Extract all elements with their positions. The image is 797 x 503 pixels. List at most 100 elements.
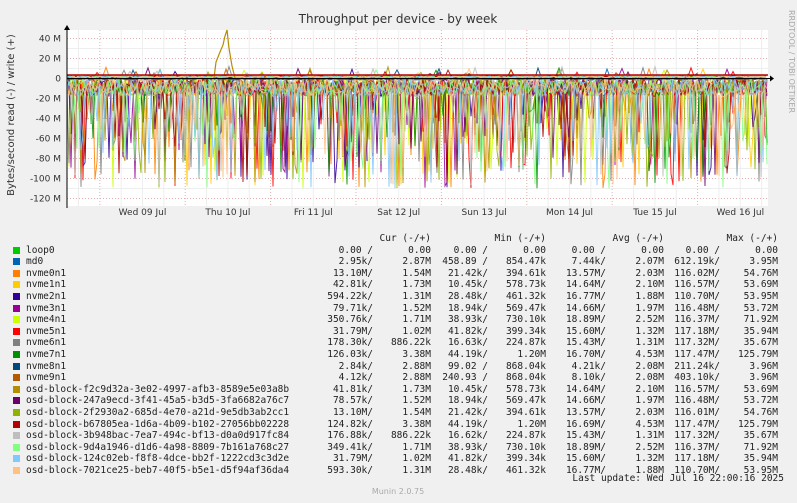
legend-max-write: 53.69M — [743, 383, 778, 395]
legend-avg-read: 8.10k/ — [571, 372, 606, 384]
legend-item: osd-block-7021ce25-beb7-40f5-b5e1-d5f94a… — [12, 465, 784, 477]
legend-min-write: 1.20M — [517, 418, 546, 430]
legend-name: osd-block-f2c9d32a-3e02-4997-afb3-8589e5… — [26, 383, 290, 395]
header-cur: Cur (-/+) — [379, 233, 431, 244]
legend-min-write: 868.04k — [505, 360, 546, 372]
legend-max-write: 53.72M — [743, 302, 778, 314]
legend-max-read: 117.32M/ — [674, 337, 720, 349]
legend-max-read: 116.57M/ — [674, 279, 720, 291]
legend-swatch — [13, 466, 20, 474]
legend-max-write: 0.00 — [755, 244, 778, 256]
header-avg: Avg (-/+) — [612, 233, 664, 244]
legend-item: osd-block-f2c9d32a-3e02-4997-afb3-8589e5… — [12, 384, 784, 396]
x-tick-label: Thu 10 Jul — [204, 208, 250, 218]
legend-name: osd-block-2f2930a2-685d-4e70-a21d-9e5db3… — [26, 406, 290, 418]
legend-name: nvme7n1 — [26, 348, 67, 360]
legend-max-read: 116.01M/ — [674, 406, 720, 418]
legend-avg-write: 4.53M — [635, 418, 664, 430]
legend-avg-write: 2.08M — [635, 372, 664, 384]
legend-avg-read: 16.77M/ — [565, 290, 606, 302]
legend-name: nvme6n1 — [26, 337, 67, 349]
legend-min-write: 461.32k — [505, 464, 546, 476]
legend-min-write: 569.47k — [505, 395, 546, 407]
legend-min-read: 21.42k/ — [447, 406, 488, 418]
legend-max-write: 71.92M — [743, 314, 778, 326]
legend-max-read: 117.32M/ — [674, 430, 720, 442]
legend-cur-read: 349.41k/ — [327, 441, 373, 453]
legend-swatch — [13, 362, 20, 370]
legend-avg-read: 14.64M/ — [565, 279, 606, 291]
legend-max-write: 35.67M — [743, 430, 778, 442]
legend-avg-write: 1.88M — [635, 464, 664, 476]
x-tick-label: Sat 12 Jul — [377, 208, 420, 218]
legend-min-read: 44.19k/ — [447, 418, 488, 430]
legend-max-write: 125.79M — [737, 418, 778, 430]
legend-swatch — [13, 316, 20, 324]
legend-min-write: 578.73k — [505, 383, 546, 395]
legend-max-write: 3.95M — [749, 256, 778, 268]
legend-max-read: 116.37M/ — [674, 441, 720, 453]
legend-cur-read: 4.12k/ — [338, 372, 373, 384]
legend-cur-read: 13.10M/ — [332, 267, 373, 279]
legend-cur-write: 886.22k — [390, 430, 431, 442]
legend-min-read: 16.62k/ — [447, 430, 488, 442]
legend-name: osd-block-3b948bac-7ea7-494c-bf13-d0a0d9… — [26, 430, 290, 442]
legend-swatch — [13, 304, 20, 312]
y-ticks: 40 M 20 M 0 -20 M -40 M -60 M -80 M -100 M -120 … — [30, 35, 61, 205]
legend-avg-read: 18.89M/ — [565, 441, 606, 453]
legend-cur-write: 1.73M — [402, 279, 431, 291]
legend-min-read: 41.82k/ — [447, 453, 488, 465]
legend-cur-read: 31.79M/ — [332, 325, 373, 337]
legend-min-read: 240.93 / — [442, 372, 488, 384]
legend-swatch — [13, 350, 20, 358]
legend-cur-write: 1.54M — [402, 406, 431, 418]
legend-min-write: 394.61k — [505, 267, 546, 279]
legend-avg-write: 1.31M — [635, 337, 664, 349]
legend-avg-read: 13.57M/ — [565, 406, 606, 418]
footer: Munin 2.0.75 — [372, 487, 424, 496]
legend-header: Cur (-/+) Min (-/+) Avg (-/+) Max (-/+) — [12, 233, 784, 245]
legend-avg-write: 1.97M — [635, 302, 664, 314]
legend-item: loop0 0.00 / 0.00 0.00 / 0.00 0.00 / 0.00 0.00 … — [12, 245, 784, 257]
legend-name: loop0 — [26, 244, 55, 256]
legend-swatch — [13, 397, 20, 405]
legend-cur-write: 1.71M — [402, 314, 431, 326]
x-ticks: Wed 09 Jul Thu 10 Jul Fri 11 Jul Sat 12 Jul… — [119, 208, 764, 218]
y-tick-label: -60 M — [36, 135, 61, 145]
legend-max-read: 117.18M/ — [674, 453, 720, 465]
legend-cur-write: 1.31M — [402, 464, 431, 476]
rrdtool-credit: RRDTOOL / TOBI OETIKER — [787, 10, 796, 113]
legend-name: nvme8n1 — [26, 360, 67, 372]
legend-avg-read: 15.60M/ — [565, 325, 606, 337]
legend-min-read: 0.00 / — [453, 244, 488, 256]
legend-min-read: 28.48k/ — [447, 290, 488, 302]
legend-max-write: 3.96M — [749, 372, 778, 384]
legend-cur-write: 2.88M — [402, 360, 431, 372]
legend-max-read: 116.02M/ — [674, 267, 720, 279]
legend-avg-read: 0.00 / — [571, 244, 606, 256]
legend-cur-write: 1.52M — [402, 302, 431, 314]
legend-max-read: 117.47M/ — [674, 418, 720, 430]
legend-max-write: 35.67M — [743, 337, 778, 349]
legend-min-write: 224.87k — [505, 430, 546, 442]
legend-max-read: 116.57M/ — [674, 383, 720, 395]
legend-cur-write: 1.02M — [402, 325, 431, 337]
x-tick-label: Mon 14 Jul — [546, 208, 593, 218]
last-update: Last update: Wed Jul 16 22:00:16 2025 — [572, 473, 784, 484]
x-tick-label: Tue 15 Jul — [632, 208, 676, 218]
header-max: Max (-/+) — [726, 233, 778, 244]
legend-cur-write: 1.52M — [402, 395, 431, 407]
legend-cur-read: 31.79M/ — [332, 453, 373, 465]
legend-min-write: 868.04k — [505, 372, 546, 384]
legend-avg-read: 4.21k/ — [571, 360, 606, 372]
legend-name: osd-block-124c02eb-f8f8-4dce-bb2f-1222cd… — [26, 453, 290, 465]
legend-swatch — [13, 432, 20, 440]
x-tick-label: Sun 13 Jul — [462, 208, 507, 218]
legend-avg-write: 2.03M — [635, 267, 664, 279]
y-tick-label: -20 M — [36, 95, 61, 105]
legend-item: nvme9n1 4.12k/2.88M 240.93 / 868.04k 8.10k/2… — [12, 372, 784, 384]
legend-max-read: 211.24k/ — [674, 360, 720, 372]
write-spike — [213, 29, 236, 79]
legend-swatch — [13, 443, 20, 451]
legend-min-write: 569.47k — [505, 302, 546, 314]
